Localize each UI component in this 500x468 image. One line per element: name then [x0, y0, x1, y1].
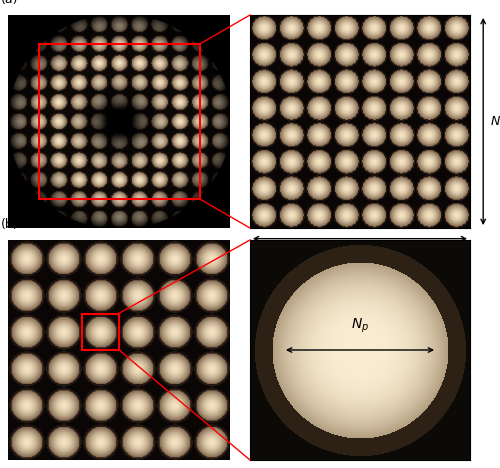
Bar — [38, 44, 200, 199]
Text: $N_l.x = 8$: $N_l.x = 8$ — [335, 247, 385, 262]
Bar — [82, 314, 120, 351]
Text: (a): (a) — [2, 0, 19, 7]
Text: $N_p$: $N_p$ — [351, 316, 369, 335]
Text: $N_l.y = 8$: $N_l.y = 8$ — [490, 114, 500, 130]
Text: (b): (b) — [2, 218, 19, 231]
